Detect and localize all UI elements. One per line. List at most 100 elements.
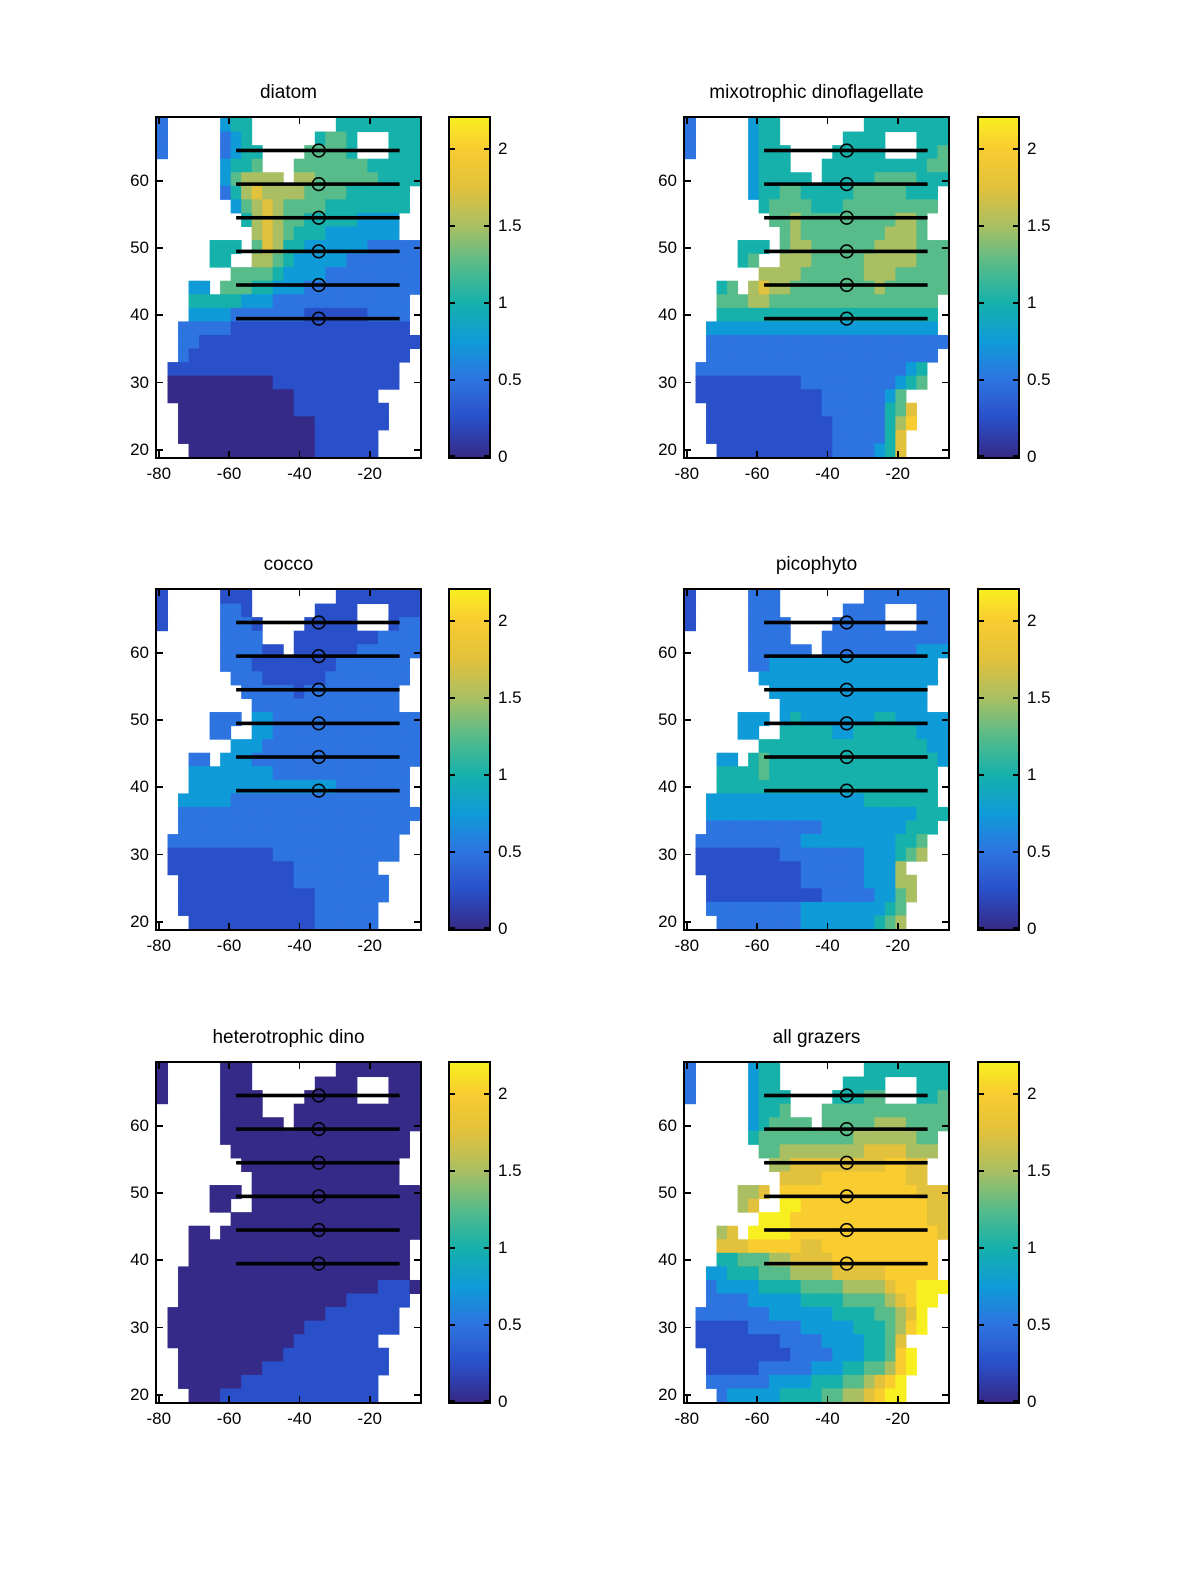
colorbar-tick-label: 2: [1027, 1083, 1037, 1103]
axis-tick: [228, 923, 230, 929]
colorbar-tick-label: 2: [498, 138, 508, 158]
colorbar-tick: [1013, 148, 1018, 150]
axis-tick: [414, 179, 420, 182]
axis-tick: [157, 1124, 163, 1127]
x-tick-label: -60: [216, 464, 242, 483]
map-axes: [155, 588, 422, 931]
axis-tick: [157, 449, 163, 451]
colorbar-tick: [450, 1247, 455, 1249]
axis-tick: [756, 590, 758, 596]
axis-tick: [157, 314, 163, 317]
axis-tick: [896, 118, 899, 124]
y-tick-label: 30: [658, 1317, 677, 1337]
axis-tick: [685, 314, 691, 317]
colorbar-tick: [1013, 774, 1018, 776]
y-tick-label: 50: [130, 238, 149, 258]
axis-tick: [228, 451, 230, 457]
y-tick-label: 40: [130, 305, 149, 325]
colorbar-tick: [979, 620, 984, 622]
axis-tick: [685, 1396, 688, 1402]
colorbar-tick-label: 2: [1027, 138, 1037, 158]
y-tick-label: 60: [658, 642, 677, 662]
axis-tick: [826, 118, 829, 124]
y-tick-label: 50: [130, 1183, 149, 1203]
axis-tick: [826, 451, 829, 457]
axis-tick: [756, 118, 758, 124]
colorbar-tick: [1013, 302, 1018, 304]
axis-tick: [414, 719, 420, 721]
axis-tick: [414, 786, 420, 789]
axis-tick: [896, 1396, 899, 1402]
colorbar-tick: [979, 1093, 984, 1095]
colorbar-tick: [1013, 697, 1018, 699]
colorbar-tick: [484, 927, 489, 929]
colorbar-tick: [484, 851, 489, 853]
x-tick-label: -20: [357, 1409, 382, 1428]
axis-tick: [414, 651, 420, 654]
axis-tick: [942, 853, 948, 856]
colorbar-tick-label: 0: [498, 919, 508, 938]
colorbar-tick: [1013, 927, 1018, 929]
axis-tick: [826, 1063, 829, 1069]
axis-tick: [685, 449, 691, 451]
x-tick-label: -40: [287, 1409, 312, 1428]
panel-title: mixotrophic dinoflagellate: [709, 82, 924, 103]
axis-tick: [414, 853, 420, 856]
colorbar: [448, 1061, 491, 1404]
colorbar-tick: [1013, 1400, 1018, 1402]
y-tick-label: 40: [130, 1250, 149, 1270]
x-tick-label: -80: [674, 936, 700, 955]
axis-tick: [685, 786, 691, 789]
colorbar-tick-label: 1: [1027, 1237, 1037, 1257]
axis-tick: [298, 118, 301, 124]
axis-tick: [368, 1063, 371, 1069]
axis-tick: [685, 247, 691, 249]
axis-tick: [942, 719, 948, 721]
colorbar-tick-label: 0.5: [1027, 841, 1051, 861]
axis-tick: [298, 1063, 301, 1069]
colorbar-tick: [450, 1324, 455, 1326]
axis-tick: [414, 1192, 420, 1194]
colorbar-tick-label: 1: [498, 764, 508, 784]
colorbar-tick: [1013, 1324, 1018, 1326]
panel-title: diatom: [259, 82, 318, 103]
x-tick-label: -60: [744, 1409, 770, 1428]
colorbar-tick: [450, 1093, 455, 1095]
axis-tick: [414, 381, 420, 384]
axis-tick: [228, 590, 230, 596]
colorbar-tick-label: 1: [1027, 764, 1037, 784]
map-canvas-picophyto: [685, 590, 948, 929]
colorbar-tick: [450, 225, 455, 227]
y-tick-label: 50: [658, 238, 677, 258]
axis-tick: [942, 1259, 948, 1262]
axis-tick: [826, 923, 829, 929]
axis-tick: [942, 1326, 948, 1329]
axis-tick: [896, 451, 899, 457]
axis-tick: [685, 923, 688, 929]
colorbar-tick: [979, 697, 984, 699]
map-canvas-all-grazers: [685, 1063, 948, 1402]
x-tick-label: -40: [815, 936, 840, 955]
axis-tick: [157, 719, 163, 721]
y-tick-label: 60: [130, 642, 149, 662]
x-tick-label: -80: [146, 464, 172, 483]
colorbar-tick: [1013, 225, 1018, 227]
y-tick-label: 40: [658, 1250, 677, 1270]
axis-tick: [157, 1396, 160, 1402]
axis-tick: [896, 1063, 899, 1069]
axis-tick: [685, 381, 691, 384]
colorbar-tick: [484, 1170, 489, 1172]
y-tick-label: 20: [130, 911, 149, 931]
colorbar-tick: [450, 620, 455, 622]
axis-tick: [157, 1259, 163, 1262]
panel-title: picophyto: [775, 554, 858, 575]
colorbar-tick: [450, 927, 455, 929]
axis-tick: [414, 1124, 420, 1127]
axis-tick: [942, 247, 948, 249]
y-tick-label: 50: [658, 710, 677, 730]
axis-tick: [685, 451, 688, 457]
colorbar-tick: [484, 697, 489, 699]
colorbar-tick: [484, 225, 489, 227]
axis-tick: [414, 1326, 420, 1329]
